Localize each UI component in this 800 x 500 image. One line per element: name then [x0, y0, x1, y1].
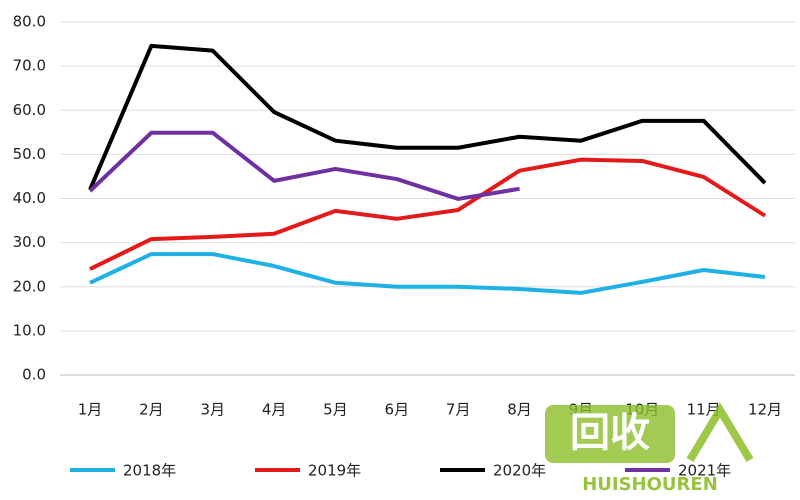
x-tick-label: 2月	[139, 401, 164, 419]
y-tick-label: 50.0	[13, 145, 46, 163]
series-line	[89, 157, 767, 271]
x-tick-label: 11月	[687, 401, 721, 419]
y-tick-label: 80.0	[13, 13, 46, 31]
legend-label: 2021年	[678, 462, 731, 480]
watermark-icon	[686, 402, 754, 463]
watermark-text: 回收	[570, 410, 650, 456]
series-line	[89, 252, 766, 295]
y-tick-label: 40.0	[13, 189, 46, 207]
legend-label: 2020年	[493, 462, 546, 480]
series-line	[88, 43, 767, 191]
x-tick-label: 6月	[385, 401, 410, 419]
watermark-box	[545, 405, 675, 463]
legend-label: 2018年	[123, 462, 176, 480]
watermark-text: HUISHOUREN	[582, 474, 718, 495]
y-tick-label: 30.0	[13, 233, 46, 251]
y-tick-label: 20.0	[13, 277, 46, 295]
x-tick-label: 7月	[446, 401, 471, 419]
x-tick-label: 8月	[507, 401, 532, 419]
x-tick-label: 3月	[200, 401, 225, 419]
series-line	[88, 130, 520, 201]
x-tick-label: 1月	[78, 401, 103, 419]
y-tick-label: 10.0	[13, 321, 46, 339]
y-tick-label: 70.0	[13, 57, 46, 75]
legend-label: 2019年	[308, 462, 361, 480]
x-tick-label: 5月	[323, 401, 348, 419]
x-tick-label: 12月	[748, 401, 782, 419]
y-tick-label: 60.0	[13, 101, 46, 119]
y-tick-label: 0.0	[22, 366, 46, 384]
x-tick-label: 4月	[262, 401, 287, 419]
